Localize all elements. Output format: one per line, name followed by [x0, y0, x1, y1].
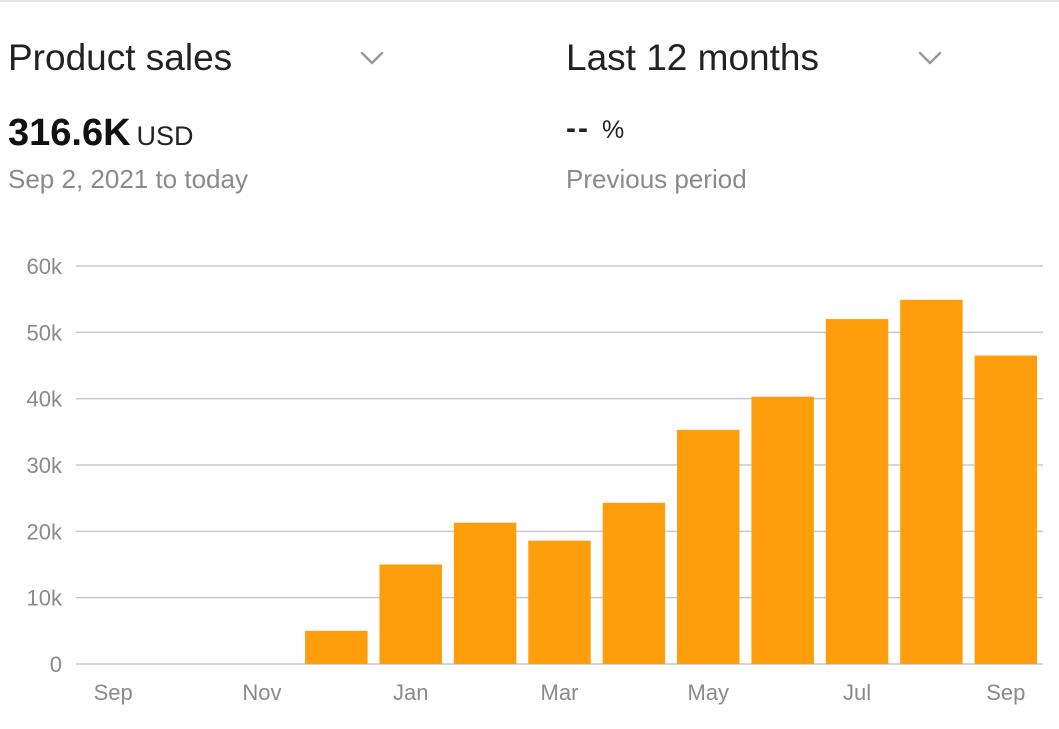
- total-sales-value: 316.6K: [8, 112, 131, 154]
- change-unit: %: [601, 116, 625, 144]
- x-tick-label: Sep: [986, 680, 1025, 705]
- x-tick-label: Nov: [242, 680, 281, 705]
- x-tick-label: May: [687, 680, 729, 705]
- gridlines: [76, 265, 1043, 665]
- top-divider: [0, 0, 1059, 2]
- date-range-text: Sep 2, 2021 to today: [8, 164, 248, 194]
- y-tick-label: 40k: [27, 387, 63, 412]
- x-axis-ticks: Sep Nov Jan Mar May Jul Sep: [94, 680, 1026, 705]
- y-tick-label: 50k: [27, 320, 63, 345]
- y-tick-label: 20k: [27, 519, 63, 544]
- bar-may-8: [677, 429, 740, 664]
- metric-dropdown[interactable]: Product sales: [8, 34, 386, 82]
- bar-dec-3: [305, 630, 368, 664]
- change-value: --: [566, 112, 590, 145]
- total-sales-kpi: 316.6K USD: [8, 112, 194, 155]
- y-tick-label: 10k: [27, 586, 63, 611]
- y-tick-label: 60k: [27, 254, 63, 279]
- bar-aug-11: [900, 299, 963, 664]
- bar-feb-5: [453, 522, 517, 664]
- y-axis-ticks: 0 10k 20k 30k 40k 50k 60k: [27, 254, 63, 677]
- y-tick-label: 30k: [27, 453, 63, 478]
- bar-jan-4: [379, 564, 442, 664]
- x-tick-label: Jul: [843, 680, 871, 705]
- chevron-down-icon: [358, 44, 386, 72]
- bar-apr-7: [602, 502, 666, 664]
- chevron-down-icon: [916, 44, 944, 72]
- bars: [305, 299, 1038, 664]
- change-kpi: --%: [566, 112, 624, 146]
- y-tick-label: 0: [50, 652, 62, 677]
- x-tick-label: Mar: [541, 680, 579, 705]
- bar-jun-9: [751, 396, 814, 664]
- x-tick-label: Sep: [94, 680, 133, 705]
- period-dropdown[interactable]: Last 12 months: [566, 34, 944, 82]
- bar-sep-12: [974, 355, 1038, 664]
- x-tick-label: Jan: [393, 680, 428, 705]
- metric-dropdown-label: Product sales: [8, 37, 233, 78]
- bar-jul-10: [825, 319, 889, 664]
- period-dropdown-label: Last 12 months: [566, 37, 819, 78]
- total-sales-unit: USD: [136, 121, 194, 151]
- bar-mar-6: [528, 540, 591, 664]
- previous-period-caption: Previous period: [566, 164, 747, 194]
